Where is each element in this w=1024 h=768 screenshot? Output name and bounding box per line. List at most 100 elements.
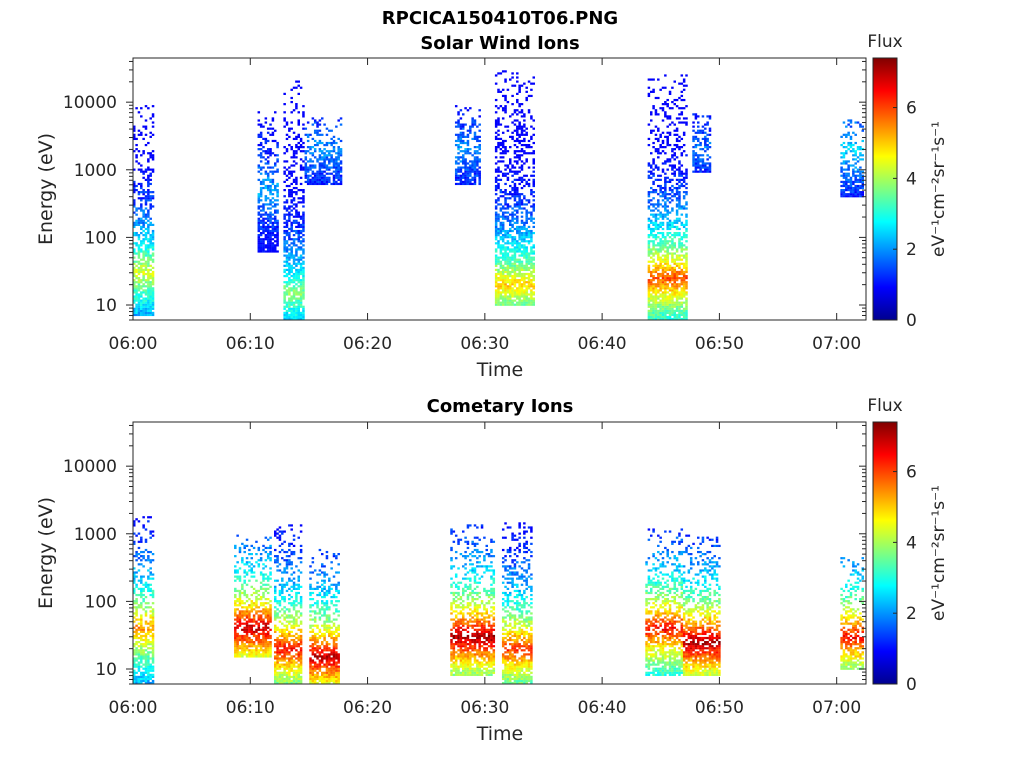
spectrogram-cell (494, 229, 498, 233)
spectrogram-cell (241, 583, 244, 586)
spectrogram-cell (283, 254, 286, 257)
spectrogram-cell (295, 229, 298, 233)
spectrogram-cell (245, 563, 249, 566)
spectrogram-cell (255, 598, 258, 601)
spectrogram-cell (266, 641, 270, 644)
spectrogram-cell (295, 258, 298, 261)
spectrogram-cell (264, 583, 268, 586)
spectrogram-cell (504, 201, 507, 204)
spectrogram-cell (243, 649, 246, 652)
spectrogram-cell (530, 297, 533, 300)
spectrogram-cell (285, 213, 289, 216)
spectrogram-cell (133, 180, 136, 184)
spectrogram-cell (276, 143, 279, 147)
spectrogram-cell (299, 262, 303, 265)
spectrogram-cell (140, 264, 143, 267)
spectrogram-cell (501, 246, 505, 249)
spectrogram-cell (664, 113, 667, 116)
spectrogram-cell (323, 148, 326, 151)
spectrogram-cell (497, 279, 500, 282)
spectrogram-cell (680, 250, 684, 253)
spectrogram-cell (511, 180, 514, 184)
spectrogram-cell (140, 107, 143, 110)
spectrogram-cell (149, 182, 152, 186)
spectrogram-cell (259, 250, 263, 253)
spectrogram-cell (133, 168, 136, 171)
spectrogram-cell (697, 121, 700, 124)
spectrogram-cell (302, 105, 305, 108)
spectrogram-cell (675, 178, 679, 181)
spectrogram-cell (144, 303, 148, 306)
spectrogram-cell (259, 628, 263, 631)
spectrogram-cell (339, 176, 343, 179)
spectrogram-cell (513, 260, 517, 263)
spectrogram-cell (504, 164, 507, 167)
spectrogram-cell (147, 283, 150, 286)
spectrogram-cell (518, 86, 521, 89)
spectrogram-cell (673, 231, 676, 235)
spectrogram-cell (652, 229, 655, 233)
spectrogram-cell (311, 154, 315, 157)
spectrogram-cell (259, 215, 263, 218)
spectrogram-cell (299, 248, 303, 251)
spectrogram-cell (520, 129, 524, 132)
spectrogram-cell (652, 260, 655, 263)
spectrogram-cell (659, 135, 662, 138)
spectrogram-cell (516, 231, 519, 235)
spectrogram-cell (661, 264, 665, 267)
spectrogram-cell (497, 287, 500, 290)
spectrogram-cell (151, 121, 155, 124)
spectrogram-cell (269, 604, 272, 607)
spectrogram-cell (304, 170, 308, 173)
spectrogram-cell (248, 565, 251, 568)
spectrogram-cell (647, 123, 651, 126)
spectrogram-cell (238, 645, 242, 648)
spectrogram-cell (137, 248, 141, 251)
spectrogram-cell (140, 311, 143, 315)
spectrogram-cell (497, 297, 500, 300)
spectrogram-cell (285, 293, 289, 296)
spectrogram-cell (295, 231, 298, 235)
spectrogram-cell (530, 291, 533, 294)
spectrogram-cell (151, 673, 155, 676)
spectrogram-cell (299, 254, 303, 257)
spectrogram-cell (135, 608, 138, 611)
spectrogram-cell (520, 109, 524, 112)
spectrogram-cell (494, 225, 498, 229)
spectrogram-cell (285, 160, 289, 163)
spectrogram-cell (664, 287, 667, 290)
spectrogram-cell (309, 146, 312, 149)
spectrogram-cell (675, 137, 679, 141)
spectrogram-cell (499, 203, 503, 206)
spectrogram-cell (842, 184, 846, 188)
spectrogram-cell (140, 197, 143, 200)
spectrogram-cell (497, 184, 500, 188)
spectrogram-cell (264, 225, 268, 229)
spectrogram-cell (661, 307, 665, 310)
spectrogram-cell (144, 248, 148, 251)
spectrogram-cell (252, 641, 256, 644)
spectrogram-cell (513, 156, 517, 159)
spectrogram-cell (149, 191, 152, 194)
spectrogram-cell (506, 219, 510, 222)
spectrogram-cell (144, 614, 148, 617)
spectrogram-cell (311, 180, 315, 184)
spectrogram-cell (140, 661, 143, 664)
spectrogram-cell (671, 107, 674, 110)
spectrogram-cell (664, 307, 667, 310)
spectrogram-cell (654, 252, 658, 255)
spectrogram-cell (140, 199, 143, 202)
spectrogram-cell (302, 252, 305, 255)
spectrogram-cell (133, 542, 136, 545)
spectrogram-cell (661, 260, 665, 263)
spectrogram-cell (680, 281, 684, 284)
spectrogram-cell (654, 244, 658, 247)
spectrogram-cell (266, 148, 270, 151)
spectrogram-cell (525, 127, 528, 130)
spectrogram-cell (325, 172, 329, 175)
spectrogram-cell (290, 146, 293, 149)
spectrogram-cell (497, 227, 500, 231)
spectrogram-cell (518, 274, 521, 278)
spectrogram-cell (151, 618, 155, 621)
spectrogram-cell (140, 579, 143, 582)
